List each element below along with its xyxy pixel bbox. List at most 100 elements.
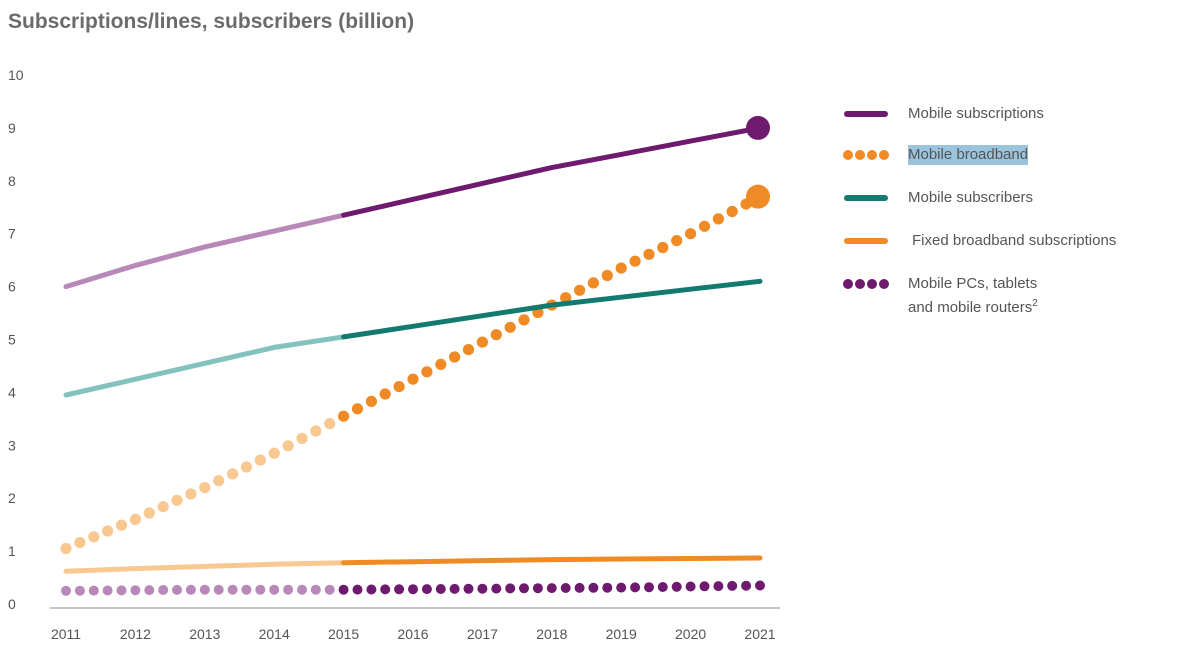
x-tick-label: 2015 (328, 626, 359, 642)
data-dot (324, 584, 335, 595)
data-dot (129, 513, 141, 526)
data-dot (394, 584, 405, 595)
y-tick-label: 3 (8, 437, 16, 453)
x-tick-label: 2017 (467, 626, 498, 642)
data-dot (407, 373, 419, 385)
data-dot (213, 584, 224, 595)
data-dot (88, 585, 99, 596)
legend-swatch-dots-orange (840, 145, 900, 165)
dots-swatch (843, 279, 889, 289)
x-tick-label: 2011 (51, 626, 81, 642)
data-dot (726, 205, 738, 218)
legend-swatch-solid-teal (840, 188, 900, 208)
y-tick-label: 2 (8, 490, 16, 506)
legend-label: Fixed broadband subscriptions (912, 232, 1117, 249)
x-tick-label: 2013 (189, 626, 220, 642)
data-dot (602, 582, 613, 593)
legend-label: Mobile subscriptions (908, 105, 1044, 122)
data-dot (519, 583, 529, 594)
data-dot (213, 475, 225, 487)
series-layer (60, 115, 770, 596)
data-dot (463, 583, 474, 594)
x-tick-label: 2021 (744, 626, 775, 642)
data-dot (338, 410, 350, 422)
data-dot (185, 584, 196, 595)
data-dot (713, 581, 724, 592)
data-dot (88, 531, 100, 543)
data-dot (143, 507, 155, 519)
legend-item-fixed-broadband: Fixed broadband subscriptions (840, 231, 1116, 251)
y-tick-label: 4 (8, 384, 16, 400)
dots-swatch (843, 150, 889, 160)
x-tick-label: 2012 (120, 626, 151, 642)
data-dot (171, 494, 183, 506)
data-dot (185, 488, 197, 500)
axes: 0 1 2 3 4 5 6 7 8 9 10 2011 2012 2013 2014 2015 2016 2017… (8, 67, 780, 642)
data-dot (158, 585, 169, 595)
y-tick-label: 8 (8, 173, 16, 189)
data-dot (297, 584, 307, 595)
legend-label: Mobile broadband (908, 145, 1029, 165)
y-tick-label: 0 (8, 596, 16, 612)
data-dot (240, 461, 252, 473)
data-dot (255, 584, 266, 595)
data-dot (393, 381, 405, 393)
y-tick-label: 9 (8, 120, 16, 136)
data-dot (699, 581, 710, 592)
series-1 (60, 184, 770, 555)
y-tick-label: 7 (8, 226, 16, 242)
legend-item-mobile-subscriptions: Mobile subscriptions (840, 104, 1044, 124)
data-dot (698, 220, 711, 232)
data-dot (532, 583, 543, 594)
data-dot (351, 403, 364, 415)
data-dot (615, 262, 627, 274)
data-dot (116, 585, 127, 596)
data-dot (588, 582, 599, 593)
data-dot (449, 583, 460, 594)
data-dot (727, 580, 738, 591)
data-dot (172, 584, 182, 595)
x-tick-label: 2016 (397, 626, 428, 642)
data-dot (352, 584, 363, 595)
data-dot (199, 584, 210, 595)
data-dot (296, 432, 308, 444)
data-dot (310, 584, 321, 595)
legend-label-line2: and mobile routers (908, 299, 1033, 316)
data-dot (671, 581, 682, 592)
y-tick-label: 1 (8, 543, 16, 559)
data-dot (449, 351, 461, 363)
data-dot (408, 584, 418, 595)
data-dot (74, 585, 85, 596)
y-tick-label: 6 (8, 279, 16, 295)
data-dot (421, 366, 433, 378)
data-dot (241, 584, 252, 595)
data-dot (560, 292, 572, 304)
legend-swatch-solid-orange (840, 231, 900, 251)
data-dot (365, 395, 377, 407)
data-dot (338, 584, 349, 595)
data-dot (491, 583, 502, 594)
data-dot (227, 468, 239, 480)
footnote-marker: 2 (1032, 298, 1038, 309)
series-end-marker (746, 184, 770, 209)
series-line-forecast (341, 125, 763, 218)
data-dot (505, 583, 516, 594)
data-dot (685, 228, 697, 240)
data-dot (657, 241, 669, 254)
series-line-forecast (341, 278, 763, 340)
series-line-history (63, 560, 347, 574)
legend-label: Mobile subscribers (908, 189, 1034, 206)
data-dot (102, 525, 114, 537)
data-dot (157, 501, 169, 513)
x-tick-label: 2018 (536, 626, 567, 642)
data-dot (643, 248, 655, 260)
data-dot (755, 580, 765, 591)
series-0 (63, 115, 770, 290)
data-dot (462, 344, 475, 356)
series-4 (61, 580, 765, 596)
data-dot (115, 519, 128, 531)
series-2 (63, 278, 763, 398)
y-tick-label: 10 (8, 67, 24, 83)
data-dot (644, 582, 654, 593)
data-dot (616, 582, 627, 593)
